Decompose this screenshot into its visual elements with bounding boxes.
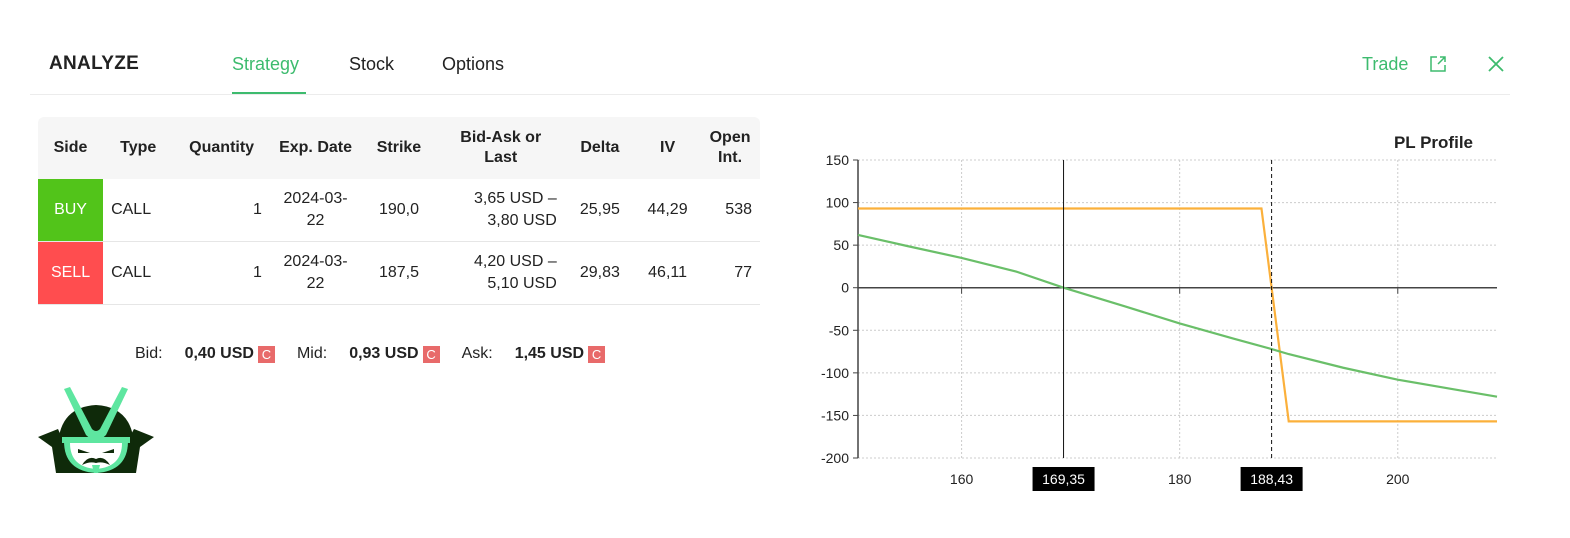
- bid-ask-cell: 3,65 USD – 3,80 USD: [436, 179, 565, 242]
- strike-cell: 190,0: [361, 179, 437, 242]
- breakeven-label: 169,35: [1042, 471, 1085, 487]
- quantity-cell: 1: [173, 179, 270, 242]
- col-iv: IV: [635, 117, 701, 179]
- open-int-cell: 538: [700, 179, 760, 242]
- chart-title: PL Profile: [1394, 133, 1473, 152]
- breakeven-label-bg: [1240, 467, 1303, 491]
- strategy-legs-table: Side Type Quantity Exp. Date Strike Bid-…: [38, 117, 760, 305]
- iv-cell: 46,11: [635, 241, 701, 305]
- tab-stock[interactable]: Stock: [349, 54, 395, 74]
- ask-c-badge: C: [588, 345, 606, 363]
- tab-options[interactable]: Options: [442, 54, 505, 74]
- mid-value: 0,93 USD: [349, 345, 419, 362]
- bid-ask-cell: 4,20 USD – 5,10 USD: [436, 241, 565, 305]
- strike-cell: 187,5: [361, 241, 437, 305]
- expiration-pl-line: [858, 207, 1497, 423]
- ask-label: Ask:: [461, 345, 493, 362]
- mid-label: Mid:: [296, 345, 328, 362]
- col-strike: Strike: [361, 117, 437, 179]
- exp-date-cell: 2024-03-22: [269, 241, 362, 305]
- table-header-row: Side Type Quantity Exp. Date Strike Bid-…: [38, 117, 760, 179]
- col-type: Type: [103, 117, 174, 179]
- col-quantity: Quantity: [173, 117, 270, 179]
- x-tick-label: 200: [1386, 471, 1410, 487]
- bid-c-badge: C: [257, 345, 275, 363]
- trade-link[interactable]: Trade: [1362, 54, 1409, 74]
- y-tick-label: 0: [841, 280, 849, 296]
- breakeven-label-bg: [1032, 467, 1095, 491]
- quantity-cell: 1: [173, 241, 270, 305]
- bid-label: Bid:: [135, 345, 163, 362]
- type-cell: CALL: [103, 241, 174, 305]
- y-tick-label: 50: [833, 237, 849, 253]
- iv-cell: 44,29: [635, 179, 701, 242]
- exp-date-cell: 2024-03-22: [269, 179, 362, 242]
- delta-cell: 29,83: [564, 241, 636, 305]
- y-tick-label: -50: [829, 322, 849, 338]
- price-summary: Bid: 0,40 USD C Mid: 0,93 USD C Ask: 1,4…: [135, 345, 627, 363]
- x-tick-label: 180: [1168, 471, 1192, 487]
- y-tick-label: -100: [821, 365, 849, 381]
- y-tick-label: 100: [826, 195, 850, 211]
- type-cell: CALL: [103, 179, 174, 242]
- x-tick-label: 160: [950, 471, 974, 487]
- table-row: BUY CALL 1 2024-03-22 190,0 3,65 USD – 3…: [38, 179, 760, 242]
- tab-strategy[interactable]: Strategy: [232, 54, 300, 74]
- external-link-icon[interactable]: [1428, 54, 1448, 74]
- header-divider: [30, 94, 1510, 95]
- page-title: ANALYZE: [49, 53, 140, 74]
- col-delta: Delta: [564, 117, 636, 179]
- ask-value: 1,45 USD: [514, 345, 585, 362]
- col-bid-ask: Bid-Ask or Last: [436, 117, 565, 179]
- delta-cell: 25,95: [564, 179, 636, 242]
- y-tick-label: 150: [826, 152, 850, 168]
- y-tick-label: -200: [821, 450, 849, 466]
- samurai-logo-icon: [38, 387, 154, 473]
- mid-c-badge: C: [422, 345, 440, 363]
- bid-value: 0,40 USD: [184, 345, 254, 362]
- current-pl-line: [857, 233, 1498, 398]
- active-tab-indicator: [232, 92, 306, 95]
- side-badge-buy: BUY: [38, 179, 104, 242]
- side-badge-sell: SELL: [38, 241, 104, 305]
- table-row: SELL CALL 1 2024-03-22 187,5 4,20 USD – …: [38, 241, 760, 305]
- y-tick-label: -150: [821, 407, 849, 423]
- col-open-int: Open Int.: [700, 117, 760, 179]
- open-int-cell: 77: [700, 241, 760, 305]
- close-icon[interactable]: [1487, 55, 1505, 73]
- breakeven-label: 188,43: [1250, 471, 1293, 487]
- col-side: Side: [38, 117, 104, 179]
- col-exp-date: Exp. Date: [269, 117, 362, 179]
